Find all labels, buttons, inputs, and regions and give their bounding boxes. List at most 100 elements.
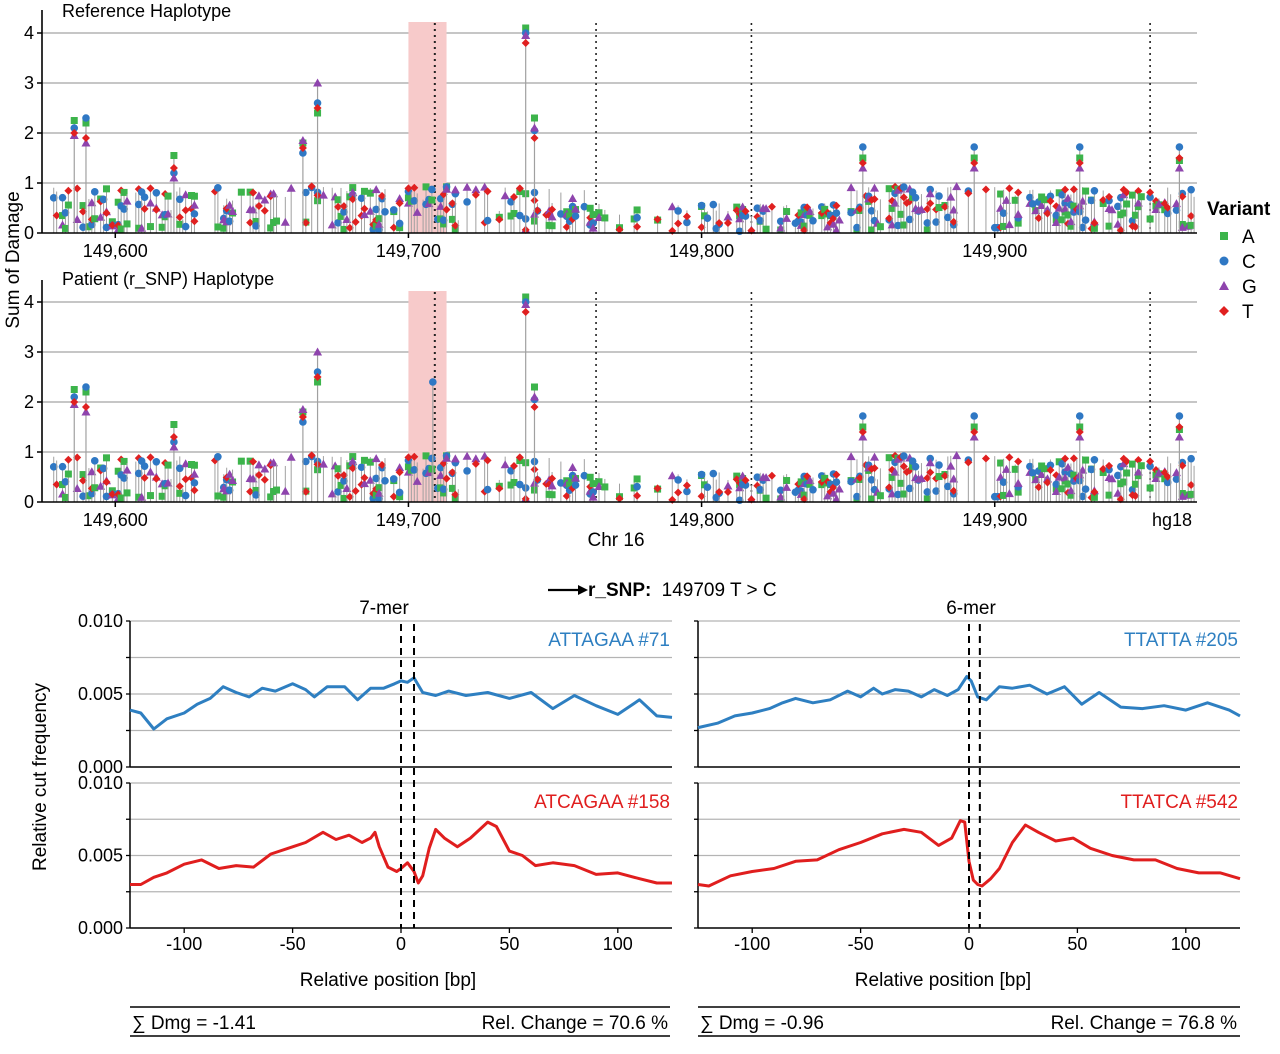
pat-variant-T: [682, 481, 691, 490]
ref-variant-T: [52, 211, 61, 220]
pat-variant-A: [158, 492, 166, 500]
legend-title: Variant: [1207, 199, 1271, 220]
pat-variant-G: [761, 473, 771, 482]
ref-variant-T: [246, 218, 255, 227]
ref-peak-variant-G: [529, 123, 539, 132]
ref-variant-G: [1063, 193, 1073, 202]
ref-variant-A: [64, 201, 72, 209]
pat-variant-A: [1064, 480, 1072, 488]
ref-variant-A: [428, 196, 436, 204]
ref-variant-A: [1131, 211, 1139, 219]
ref-variant-G: [823, 222, 833, 231]
pat-variant-T: [949, 486, 958, 495]
ref-variant-A: [448, 215, 456, 223]
ref-peak-variant-C: [70, 124, 79, 132]
ref-variant-G: [828, 219, 838, 228]
ref-variant-C: [79, 223, 87, 232]
cut-y-tick-label: 0.000: [78, 918, 123, 938]
pat-x-tick-label: 149,600: [83, 510, 148, 530]
ref-variant-C: [1187, 185, 1195, 194]
ref-variant-T: [741, 207, 750, 216]
legend-label-A: A: [1242, 227, 1255, 248]
ref-variant-T: [146, 184, 155, 193]
ref-variant-A: [900, 221, 908, 229]
ref-variant-C: [905, 215, 914, 224]
pat-peak-variant-G: [521, 300, 531, 308]
ref-variant-C: [944, 213, 952, 222]
ref-variant-C: [867, 207, 876, 215]
pat-variant-C: [99, 464, 108, 473]
ref-variant-T: [940, 202, 949, 211]
pat-variant-C: [214, 452, 222, 461]
pat-variant-T: [345, 492, 354, 501]
pat-peak-variant-T: [70, 398, 79, 406]
ref-peak-variant-A: [522, 24, 530, 32]
ref-variant-G: [254, 191, 264, 200]
ref-variant-T: [767, 202, 776, 211]
pat-peak-variant-C: [82, 383, 90, 391]
pat-variant-C: [58, 462, 67, 471]
pat-variant-A: [123, 489, 131, 497]
pat-y-tick-label: 0: [24, 492, 34, 512]
ref-variant-G: [163, 209, 173, 218]
genome-build-label: hg18: [1152, 510, 1192, 530]
left-top-motif-label: ATTAGAA #71: [548, 630, 670, 651]
ref-variant-T: [509, 192, 518, 201]
pat-variant-C: [674, 476, 682, 484]
pat-variant-T: [451, 490, 460, 499]
pat-variant-T: [254, 471, 263, 480]
br-x-tick-label: 0: [964, 934, 974, 954]
ref-variant-G: [96, 212, 106, 221]
ref-variant-C: [1114, 202, 1122, 211]
pat-variant-T: [1099, 465, 1108, 474]
pat-variant-A: [146, 492, 154, 500]
pat-peak-variant-A: [70, 386, 78, 393]
pat-variant-T: [395, 468, 404, 477]
pat-variant-G: [1151, 474, 1161, 483]
pat-variant-A: [923, 495, 931, 503]
ref-variant-T: [140, 204, 149, 213]
pat-variant-C: [867, 476, 876, 484]
ref-peak-variant-G: [1174, 163, 1184, 172]
bl-x-tick-label: 50: [499, 934, 519, 954]
ref-variant-points: [49, 24, 1196, 236]
ref-variant-T: [926, 199, 935, 208]
ref-variant-A: [1187, 221, 1195, 229]
pat-variant-C: [999, 478, 1008, 487]
pat-variant-G: [735, 483, 745, 492]
ref-peak-variant-A: [82, 119, 90, 127]
ref-variant-T: [723, 219, 732, 228]
ref-variant-G: [1001, 195, 1011, 204]
pat-variant-A: [135, 493, 143, 501]
ref-variant-T: [800, 226, 809, 235]
pat-variant-A: [595, 478, 603, 486]
ref-variant-G: [952, 182, 962, 191]
ref-variant-A: [123, 220, 131, 228]
ref-peak-variant-T: [1175, 154, 1184, 162]
damage-y-label: Sum of Damage: [3, 191, 24, 328]
ref-title: Reference Haplotype: [62, 1, 231, 21]
ref-variant-A: [375, 215, 383, 223]
ref-variant-G: [949, 205, 959, 214]
ref-peak-variant-G: [169, 173, 179, 182]
pat-variant-C: [753, 473, 762, 481]
ref-variant-G: [72, 214, 82, 223]
ref-variant-A: [1090, 224, 1098, 232]
ref-variant-A: [190, 192, 198, 200]
pat-variant-C: [580, 471, 589, 480]
pat-variant-C: [944, 482, 952, 491]
cut-y-tick-label: 0.010: [78, 611, 123, 631]
pat-peak-variant-C: [170, 438, 178, 446]
pat-variant-A: [1146, 484, 1154, 492]
pat-variant-T: [1134, 455, 1143, 464]
pat-peak-variant-T: [81, 403, 90, 411]
ref-variant-G: [916, 205, 926, 214]
ref-variant-A: [334, 196, 342, 204]
ref-variant-G: [890, 198, 900, 207]
ref-variant-G: [471, 185, 481, 194]
ref-variant-T: [682, 212, 691, 221]
ref-variant-A: [102, 185, 110, 193]
ref-variant-T: [981, 185, 990, 194]
ref-variant-C: [381, 208, 389, 216]
ref-variant-T: [633, 222, 642, 231]
